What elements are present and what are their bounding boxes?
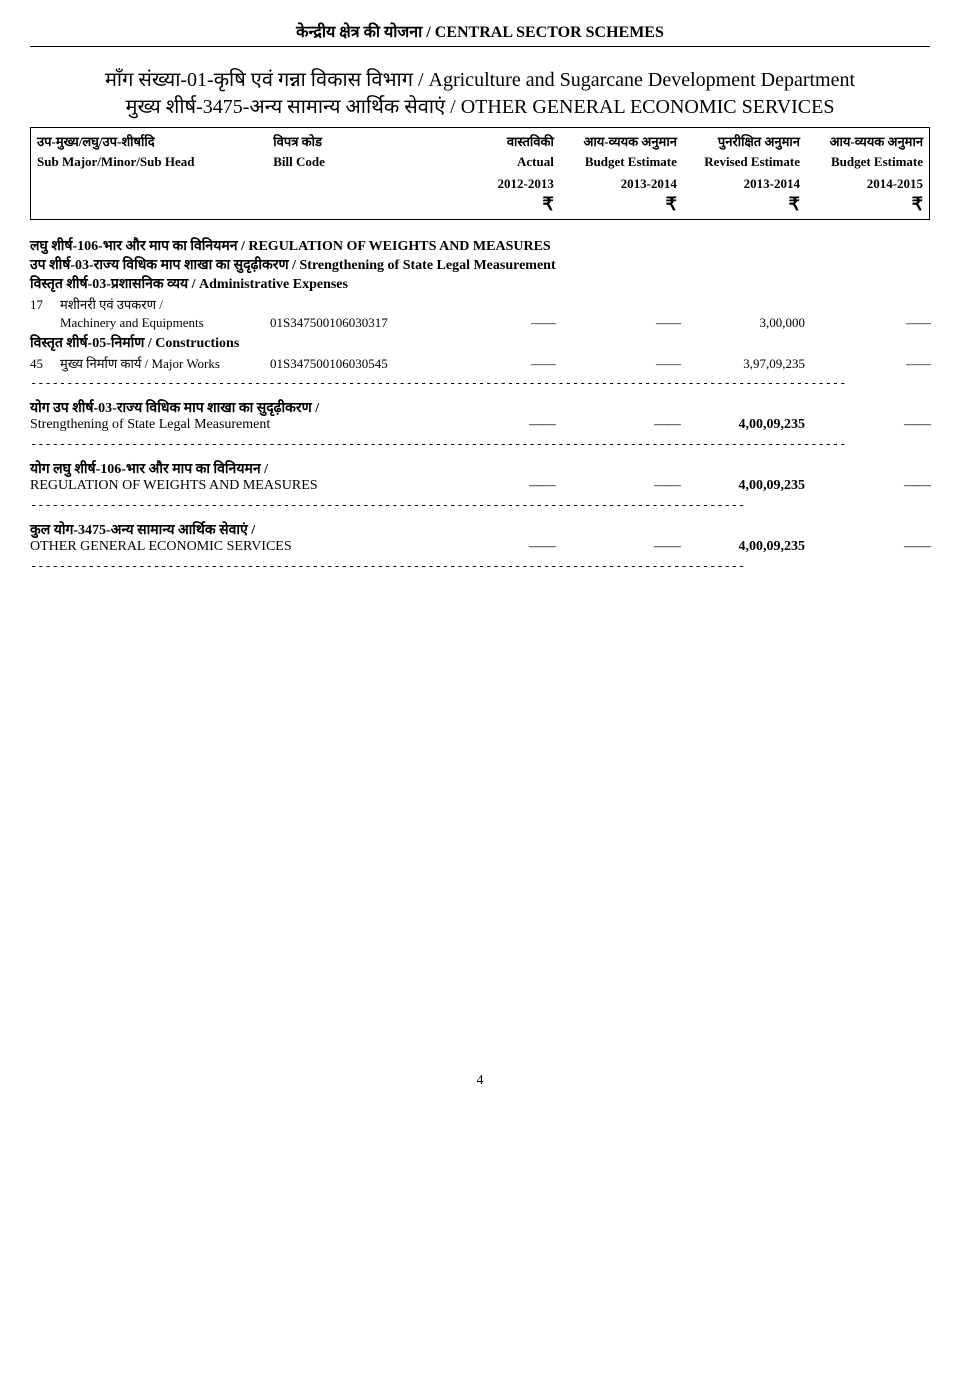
total3-v3: 4,00,09,235 [680,539,805,555]
total1-v1: —— [430,417,555,433]
rupee-4: ₹ [800,194,923,215]
col-head-desc-en: Sub Major/Minor/Sub Head [37,154,273,170]
column-header-english: Sub Major/Minor/Sub Head Bill Code Actua… [37,154,923,170]
title-line-1: माँग संख्या-01-कृषि एवं गन्ना विकास विभा… [30,65,930,92]
rupee-1: ₹ [431,194,554,215]
year-3: 2013-2014 [677,176,800,192]
item-17-desc-hi: मशीनरी एवं उपकरण / [60,295,270,313]
item-17-v2: —— [555,315,680,331]
item-45-v1: —— [430,356,555,372]
page-number: 4 [30,1073,930,1089]
dash-1: ----------------------------------------… [30,376,930,390]
item-17-v1: —— [430,315,555,331]
total3-label-en: OTHER GENERAL ECONOMIC SERVICES [30,539,430,555]
item-17-v4: —— [805,315,930,331]
year-1: 2012-2013 [431,176,554,192]
total2-v3: 4,00,09,235 [680,478,805,494]
total2-label-en: REGULATION OF WEIGHTS AND MEASURES [30,478,430,494]
col-head-actual-en: Actual [431,154,554,170]
minor-head-106: लघु शीर्ष-106-भार और माप का विनियमन / RE… [30,236,930,255]
year-4: 2014-2015 [800,176,923,192]
grand-total-3475: कुल योग-3475-अन्य सामान्य आर्थिक सेवाएं … [30,520,930,555]
item-17-desc-en: Machinery and Equipments [60,315,270,331]
top-rule [30,46,930,47]
item-17-hi: 17 मशीनरी एवं उपकरण / [30,295,930,313]
rupee-row: ₹ ₹ ₹ ₹ [37,194,923,215]
total1-v2: —— [555,417,680,433]
year-2: 2013-2014 [554,176,677,192]
item-17-v3: 3,00,000 [680,315,805,331]
column-header-box: उप-मुख्य/लघु/उप-शीर्षादि विपत्र कोड वास्… [30,127,930,220]
dash-4: ----------------------------------------… [30,559,930,573]
total1-label-en: Strengthening of State Legal Measurement [30,417,430,433]
total3-v4: —— [805,539,930,555]
item-45-v2: —— [555,356,680,372]
col-head-budget2-en: Budget Estimate [800,154,923,170]
item-45-v3: 3,97,09,235 [680,356,805,372]
detail-head-03: विस्तृत शीर्ष-03-प्रशासनिक व्यय / Admini… [30,274,930,293]
col-head-budget2-hi: आय-व्ययक अनुमान [800,132,923,150]
total-sub-head-03: योग उप शीर्ष-03-राज्य विधिक माप शाखा का … [30,398,930,433]
year-row: 2012-2013 2013-2014 2013-2014 2014-2015 [37,176,923,192]
total1-v4: —— [805,417,930,433]
rupee-3: ₹ [677,194,800,215]
total-minor-head-106: योग लघु शीर्ष-106-भार और माप का विनियमन … [30,459,930,494]
col-head-revised-hi: पुनरीक्षित अनुमान [677,132,800,150]
item-45-desc: मुख्य निर्माण कार्य / Major Works [60,354,270,372]
dash-2: ----------------------------------------… [30,437,930,451]
total2-v1: —— [430,478,555,494]
total2-v2: —— [555,478,680,494]
dash-3: ----------------------------------------… [30,498,930,512]
column-header-hindi: उप-मुख्य/लघु/उप-शीर्षादि विपत्र कोड वास्… [37,132,923,150]
item-17-billcode: 01S347500106030317 [270,315,430,331]
rupee-2: ₹ [554,194,677,215]
total1-label-hi: योग उप शीर्ष-03-राज्य विधिक माप शाखा का … [30,398,930,417]
col-head-code-hi: विपत्र कोड [273,132,431,150]
item-17-row: Machinery and Equipments 01S347500106030… [30,315,930,331]
item-45-v4: —— [805,356,930,372]
total3-v2: —— [555,539,680,555]
total1-v3: 4,00,09,235 [680,417,805,433]
total2-v4: —— [805,478,930,494]
col-head-revised-en: Revised Estimate [677,154,800,170]
total2-label-hi: योग लघु शीर्ष-106-भार और माप का विनियमन … [30,459,930,478]
col-head-budget-en: Budget Estimate [554,154,677,170]
detail-head-05: विस्तृत शीर्ष-05-निर्माण / Constructions [30,333,930,352]
item-45-billcode: 01S347500106030545 [270,356,430,372]
col-head-desc-hi: उप-मुख्य/लघु/उप-शीर्षादि [37,132,273,150]
col-head-code-en: Bill Code [273,154,431,170]
sub-head-03: उप शीर्ष-03-राज्य विधिक माप शाखा का सुदृ… [30,255,930,274]
col-head-actual-hi: वास्तविकी [431,132,554,150]
item-45-row: 45 मुख्य निर्माण कार्य / Major Works 01S… [30,354,930,372]
item-17-code: 17 [30,297,60,313]
total3-v1: —— [430,539,555,555]
total3-label-hi: कुल योग-3475-अन्य सामान्य आर्थिक सेवाएं … [30,520,930,539]
top-header: केन्द्रीय क्षेत्र की योजना / CENTRAL SEC… [30,20,930,42]
item-45-code: 45 [30,356,60,372]
col-head-budget-hi: आय-व्ययक अनुमान [554,132,677,150]
title-line-2: मुख्य शीर्ष-3475-अन्य सामान्य आर्थिक सेव… [30,92,930,119]
